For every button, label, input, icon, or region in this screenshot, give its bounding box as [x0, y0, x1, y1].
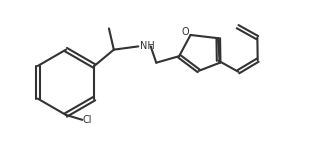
- Text: NH: NH: [140, 41, 155, 51]
- Text: Cl: Cl: [82, 115, 92, 125]
- Text: O: O: [182, 27, 190, 37]
